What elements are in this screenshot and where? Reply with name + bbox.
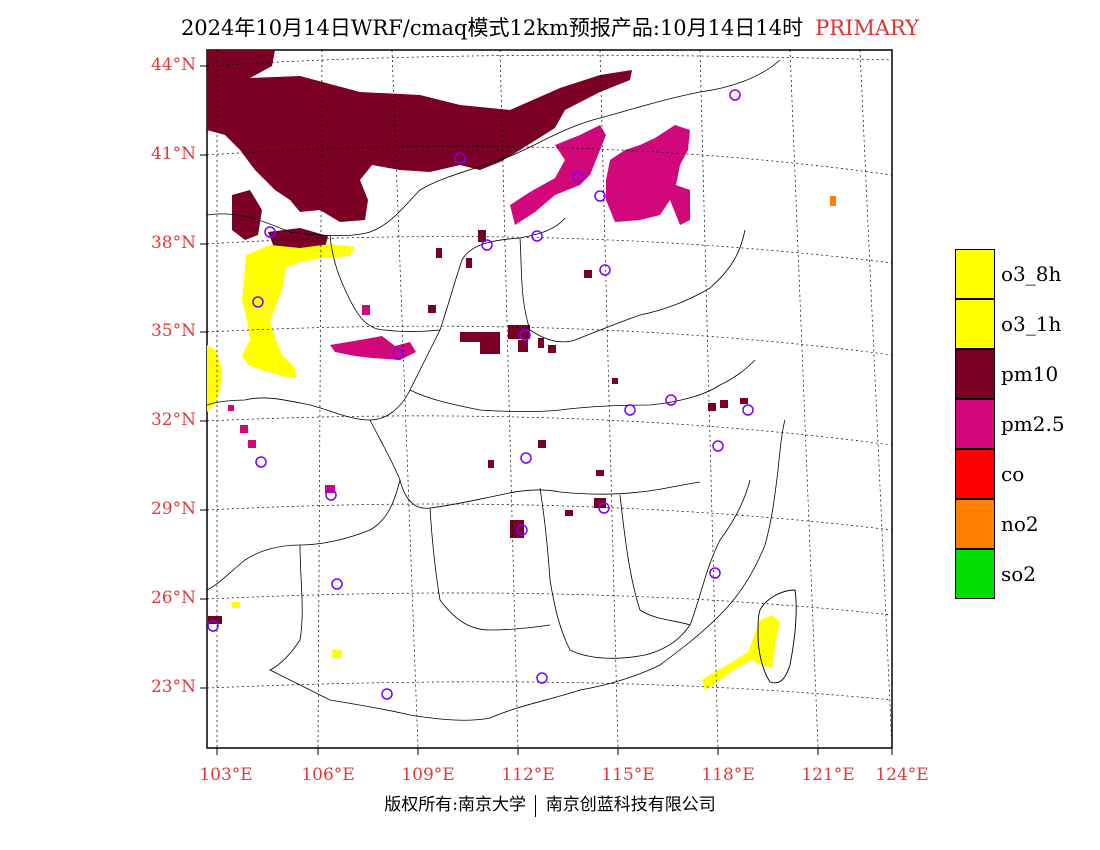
legend-swatch-o3-8h — [955, 249, 995, 299]
lat-label-38n: 38°N — [150, 233, 196, 253]
legend-swatch-no2 — [955, 499, 995, 549]
copyright-left: 版权所有:南京大学 — [384, 795, 526, 815]
scattered-pm-cells — [208, 196, 836, 658]
map-title: 2024年10月14日WRF/cmaq模式12km预报产品:10月14日14时 P… — [0, 12, 1100, 42]
province-boundaries — [207, 59, 786, 721]
legend-label-co: co — [1001, 462, 1025, 486]
lon-label-121e: 121°E — [801, 765, 855, 785]
legend-swatch-so2 — [955, 549, 995, 599]
copyright-footer: 版权所有:南京大学 南京创蓝科技有限公司 — [0, 790, 1100, 817]
legend-label-o3-8h: o3_8h — [1001, 262, 1062, 286]
legend-label-pm10: pm10 — [1001, 362, 1059, 386]
lat-label-29n: 29°N — [150, 499, 196, 519]
lon-label-109e: 109°E — [401, 765, 455, 785]
lon-label-103e: 103°E — [199, 765, 253, 785]
legend-swatch-pm25 — [955, 399, 995, 449]
o3-region — [207, 244, 780, 690]
lat-label-26n: 26°N — [150, 588, 196, 608]
lon-label-106e: 106°E — [301, 765, 355, 785]
lat-label-41n: 41°N — [150, 144, 196, 164]
legend-swatch-pm10 — [955, 349, 995, 399]
primary-tag: PRIMARY — [815, 16, 920, 40]
legend-swatch-co — [955, 449, 995, 499]
legend-swatch-o3-1h — [955, 299, 995, 349]
lat-label-32n: 32°N — [150, 410, 196, 430]
lat-label-23n: 23°N — [150, 677, 196, 697]
legend-label-so2: so2 — [1001, 562, 1037, 586]
tick-marks — [200, 65, 893, 755]
title-text: 2024年10月14日WRF/cmaq模式12km预报产品:10月14日14时 — [180, 16, 804, 40]
lon-label-112e: 112°E — [501, 765, 555, 785]
copyright-right: 南京创蓝科技有限公司 — [545, 795, 716, 815]
pm10-region-north — [207, 50, 632, 252]
graticule — [207, 50, 892, 748]
pm25-region-north — [330, 125, 690, 360]
lon-label-115e: 115°E — [601, 765, 655, 785]
lat-label-35n: 35°N — [150, 321, 196, 341]
legend-label-pm25: pm2.5 — [1001, 412, 1065, 436]
copyright-divider — [535, 794, 537, 817]
station-markers — [207, 89, 754, 700]
lat-label-44n: 44°N — [150, 55, 196, 75]
coastline-taiwan — [757, 589, 797, 684]
lon-label-124e: 124°E — [875, 765, 929, 785]
legend-label-no2: no2 — [1001, 512, 1039, 536]
legend-label-o3-1h: o3_1h — [1001, 312, 1062, 336]
lon-label-118e: 118°E — [701, 765, 755, 785]
